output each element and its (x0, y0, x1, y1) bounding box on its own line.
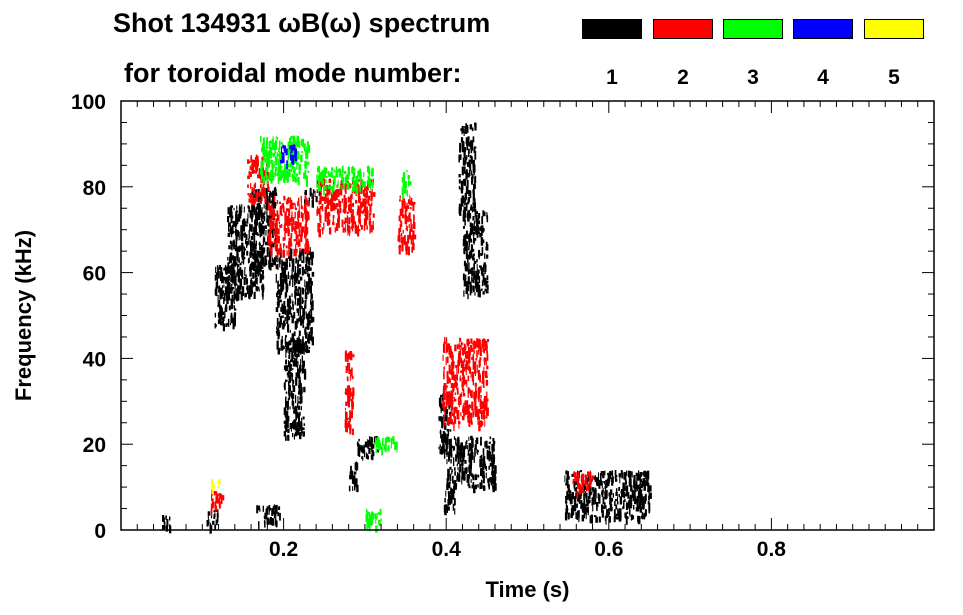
x-tick-label: 0.6 (594, 538, 623, 561)
y-tick-label: 20 (83, 434, 106, 457)
plot-frame (120, 100, 935, 531)
mode-2-region-2 (267, 195, 310, 258)
mode-3-region-5 (365, 508, 382, 533)
y-tick-label: 40 (83, 348, 106, 371)
mode-2-region-7 (572, 470, 594, 499)
mode-1-region-11 (443, 487, 456, 516)
legend-swatch-mode-2 (653, 19, 713, 39)
x-axis-label: Time (s) (486, 577, 570, 602)
mode-3-region-1 (259, 135, 311, 187)
x-tick-label: 0.2 (269, 538, 298, 561)
mode-1-region-7 (348, 461, 359, 493)
mode-1-region-4 (275, 247, 315, 358)
axis-ticks (120, 100, 935, 531)
mode-1-region-5 (283, 337, 307, 441)
y-tick-label: 80 (83, 177, 106, 200)
y-axis-label: Frequency (kHz) (11, 230, 36, 401)
mode-2-region-8 (210, 489, 225, 516)
legend-label-mode-1: 1 (606, 66, 618, 89)
y-tick-label: 100 (71, 91, 106, 114)
y-tick-label: 60 (83, 263, 106, 286)
legend-swatch-mode-3 (723, 19, 783, 39)
mode-5-series (211, 478, 221, 495)
y-axis-tick-labels: 0 20 40 60 80 100 (71, 91, 106, 543)
mode-1-region-10 (446, 435, 497, 494)
x-axis-tick-labels: 0.2 0.4 0.6 0.8 (269, 538, 786, 561)
legend-swatch-mode-4 (793, 19, 853, 39)
mode-3-region-4 (374, 436, 398, 456)
mode-3-region-2 (316, 165, 374, 196)
x-tick-label: 0.8 (757, 538, 787, 561)
y-tick-label: 0 (94, 520, 106, 543)
mode-3-series (259, 135, 412, 533)
legend-label-mode-4: 4 (817, 66, 829, 89)
chart-subtitle: for toroidal mode number: (124, 58, 462, 88)
mode-2-region-5 (344, 350, 355, 436)
mode-1-region-13 (458, 122, 477, 216)
mode-2-region-4 (397, 195, 417, 256)
legend-swatch-mode-1 (582, 19, 642, 39)
chart-title: Shot 134931 ωB(ω) spectrum (113, 8, 491, 38)
mode-1-series (162, 122, 652, 534)
mode-1-region-12 (462, 208, 489, 300)
legend-label-mode-3: 3 (747, 66, 759, 89)
spectrogram-marks (162, 122, 652, 534)
mode-4-series (280, 144, 297, 169)
legend-swatch-mode-5 (864, 19, 924, 39)
mode-2-series (210, 154, 594, 516)
mode-1-region-17 (256, 504, 281, 530)
mode-5-region-1 (211, 478, 221, 495)
legend-label-mode-2: 2 (677, 66, 689, 89)
x-tick-label: 0.4 (432, 538, 462, 561)
mode-2-region-6 (442, 337, 490, 432)
legend-label-mode-5: 5 (888, 66, 900, 89)
mode-3-region-3 (401, 169, 412, 200)
mode-4-region-1 (280, 144, 297, 169)
